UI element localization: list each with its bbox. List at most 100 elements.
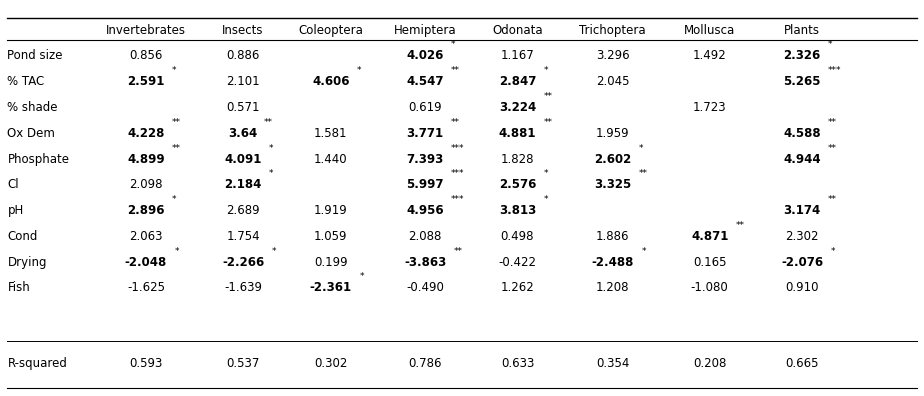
Text: **: **	[828, 144, 837, 152]
Text: 4.899: 4.899	[128, 153, 164, 166]
Text: -2.266: -2.266	[222, 256, 264, 268]
Text: *: *	[831, 247, 835, 255]
Text: 4.026: 4.026	[407, 49, 444, 62]
Text: 3.224: 3.224	[499, 101, 536, 114]
Text: -1.639: -1.639	[224, 282, 262, 294]
Text: Mollusca: Mollusca	[684, 24, 736, 37]
Text: 7.393: 7.393	[407, 153, 444, 166]
Text: Invertebrates: Invertebrates	[106, 24, 186, 37]
Text: *: *	[828, 40, 833, 49]
Text: 2.602: 2.602	[594, 153, 631, 166]
Text: ***: ***	[451, 144, 465, 152]
Text: 2.098: 2.098	[129, 179, 163, 191]
Text: 3.813: 3.813	[499, 204, 536, 217]
Text: 0.498: 0.498	[501, 230, 534, 243]
Text: 3.296: 3.296	[596, 49, 629, 62]
Text: *: *	[638, 144, 643, 152]
Text: Hemiptera: Hemiptera	[394, 24, 456, 37]
Text: R-squared: R-squared	[7, 357, 67, 369]
Text: 1.886: 1.886	[596, 230, 629, 243]
Text: 3.771: 3.771	[407, 127, 444, 140]
Text: Cl: Cl	[7, 179, 19, 191]
Text: **: **	[736, 221, 745, 230]
Text: **: **	[451, 118, 460, 127]
Text: 0.165: 0.165	[693, 256, 726, 268]
Text: % shade: % shade	[7, 101, 58, 114]
Text: *: *	[273, 247, 276, 255]
Text: **: **	[263, 118, 273, 127]
Text: 3.64: 3.64	[228, 127, 258, 140]
Text: *: *	[543, 169, 548, 178]
Text: Plants: Plants	[784, 24, 820, 37]
Text: 1.959: 1.959	[596, 127, 629, 140]
Text: 0.619: 0.619	[408, 101, 442, 114]
Text: **: **	[543, 92, 553, 101]
Text: 0.199: 0.199	[314, 256, 347, 268]
Text: 2.896: 2.896	[128, 204, 164, 217]
Text: 1.262: 1.262	[501, 282, 534, 294]
Text: 0.537: 0.537	[226, 357, 260, 369]
Text: 5.997: 5.997	[407, 179, 444, 191]
Text: 2.184: 2.184	[225, 179, 261, 191]
Text: 1.919: 1.919	[314, 204, 347, 217]
Text: 0.910: 0.910	[785, 282, 819, 294]
Text: *: *	[269, 169, 274, 178]
Text: 0.633: 0.633	[501, 357, 534, 369]
Text: Trichoptera: Trichoptera	[579, 24, 646, 37]
Text: *: *	[451, 40, 456, 49]
Text: 1.828: 1.828	[501, 153, 534, 166]
Text: 0.786: 0.786	[408, 357, 442, 369]
Text: 2.302: 2.302	[785, 230, 819, 243]
Text: Phosphate: Phosphate	[7, 153, 69, 166]
Text: *: *	[357, 67, 361, 75]
Text: 1.754: 1.754	[226, 230, 260, 243]
Text: 1.440: 1.440	[314, 153, 347, 166]
Text: **: **	[828, 195, 837, 204]
Text: pH: pH	[7, 204, 24, 217]
Text: Ox Dem: Ox Dem	[7, 127, 55, 140]
Text: **: **	[638, 169, 648, 178]
Text: *: *	[176, 247, 179, 255]
Text: 2.063: 2.063	[129, 230, 163, 243]
Text: Cond: Cond	[7, 230, 38, 243]
Text: 1.492: 1.492	[693, 49, 726, 62]
Text: *: *	[543, 67, 548, 75]
Text: 2.591: 2.591	[128, 76, 164, 88]
Text: 0.593: 0.593	[129, 357, 163, 369]
Text: -0.422: -0.422	[498, 256, 537, 268]
Text: -2.048: -2.048	[125, 256, 167, 268]
Text: Drying: Drying	[7, 256, 47, 268]
Text: -2.076: -2.076	[781, 256, 823, 268]
Text: 2.088: 2.088	[408, 230, 442, 243]
Text: 1.167: 1.167	[501, 49, 534, 62]
Text: 2.689: 2.689	[226, 204, 260, 217]
Text: 0.208: 0.208	[693, 357, 726, 369]
Text: -1.080: -1.080	[691, 282, 728, 294]
Text: -0.490: -0.490	[407, 282, 444, 294]
Text: 2.326: 2.326	[784, 49, 821, 62]
Text: 4.606: 4.606	[312, 76, 349, 88]
Text: 4.956: 4.956	[407, 204, 444, 217]
Text: 2.045: 2.045	[596, 76, 629, 88]
Text: *: *	[172, 195, 176, 204]
Text: -2.488: -2.488	[591, 256, 634, 268]
Text: -1.625: -1.625	[127, 282, 165, 294]
Text: Insects: Insects	[223, 24, 263, 37]
Text: 0.571: 0.571	[226, 101, 260, 114]
Text: 4.881: 4.881	[499, 127, 536, 140]
Text: *: *	[172, 67, 176, 75]
Text: 0.354: 0.354	[596, 357, 629, 369]
Text: ***: ***	[451, 169, 465, 178]
Text: 1.059: 1.059	[314, 230, 347, 243]
Text: 3.174: 3.174	[784, 204, 821, 217]
Text: 5.265: 5.265	[784, 76, 821, 88]
Text: 4.547: 4.547	[407, 76, 444, 88]
Text: *: *	[543, 195, 548, 204]
Text: 2.576: 2.576	[499, 179, 536, 191]
Text: -3.863: -3.863	[404, 256, 446, 268]
Text: ***: ***	[451, 195, 465, 204]
Text: 4.588: 4.588	[784, 127, 821, 140]
Text: **: **	[172, 144, 181, 152]
Text: 4.228: 4.228	[128, 127, 164, 140]
Text: 1.581: 1.581	[314, 127, 347, 140]
